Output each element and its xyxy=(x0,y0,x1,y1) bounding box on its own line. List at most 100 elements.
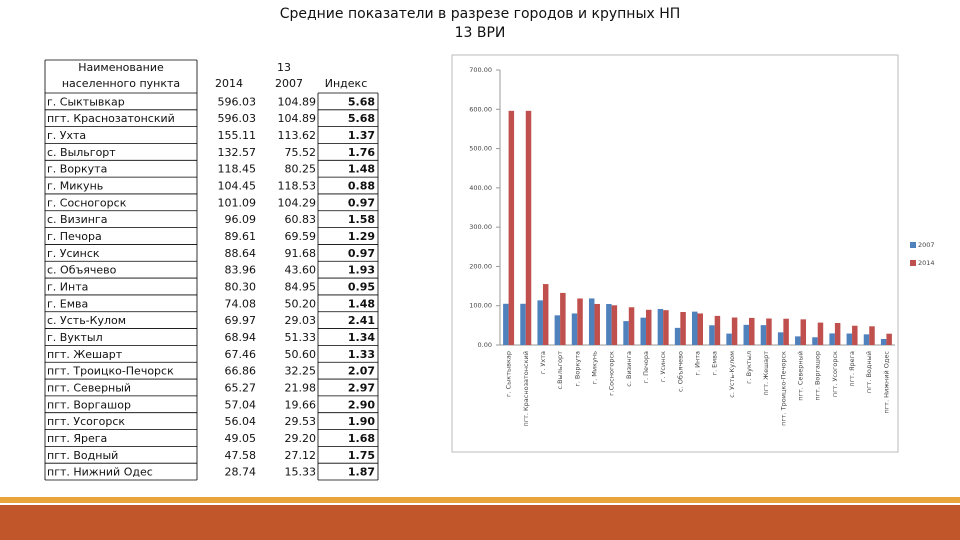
table-cell: 596.03 xyxy=(218,95,257,108)
bar xyxy=(508,110,515,345)
x-tick-label: пгт. Троицко-Печорск xyxy=(779,351,787,426)
table-cell: 0.88 xyxy=(348,180,375,193)
table-cell: 66.86 xyxy=(225,365,257,378)
bar xyxy=(777,332,784,345)
table-cell: 5.68 xyxy=(348,95,375,108)
table-cell: 56.04 xyxy=(225,415,257,428)
bar xyxy=(525,110,532,345)
table-cell: г. Усинск xyxy=(47,247,100,260)
table-cell: 50.20 xyxy=(285,297,317,310)
bar xyxy=(880,338,887,345)
bar xyxy=(863,334,870,345)
table-cell: 1.93 xyxy=(348,264,375,277)
bar xyxy=(611,305,618,345)
table-header: 2014 xyxy=(215,77,243,90)
x-tick-label: г. Ухта xyxy=(539,351,547,374)
table-cell: 1.37 xyxy=(348,129,375,142)
table-cell: 15.33 xyxy=(285,466,317,479)
x-tick-label: пгт. Северный xyxy=(797,351,805,401)
table-cell: г. Ухта xyxy=(47,129,86,142)
table-cell: 69.59 xyxy=(285,230,317,243)
bar xyxy=(571,313,578,345)
table-cell: 80.25 xyxy=(285,163,317,176)
table-cell: 27.12 xyxy=(285,449,317,462)
x-tick-label: пгт. Краснозатонский xyxy=(522,351,530,427)
bar xyxy=(829,333,835,345)
x-tick-label: пгт. Усогорск xyxy=(831,351,839,397)
table-cell: с. Визинга xyxy=(47,213,107,226)
title: Средние показатели в разрезе городов и к… xyxy=(280,6,681,22)
table-header: Наименование населенного пункта xyxy=(62,61,180,90)
table-cell: 5.68 xyxy=(348,112,375,125)
bar xyxy=(560,292,566,345)
table-cell: 113.62 xyxy=(278,129,317,142)
x-tick-label: с.Выльгорт xyxy=(556,351,564,390)
table-cell: 57.04 xyxy=(225,398,257,411)
table-cell: пгт. Нижний Одес xyxy=(47,466,153,479)
bar xyxy=(628,307,635,345)
bar xyxy=(743,324,750,345)
bar xyxy=(886,333,892,345)
table-cell: 2.07 xyxy=(348,365,375,378)
bar xyxy=(594,303,600,345)
bar xyxy=(760,325,767,345)
bar xyxy=(663,310,669,345)
x-tick-label: г. Микунь xyxy=(590,351,598,384)
table-cell: 91.68 xyxy=(285,247,317,260)
y-tick-label: 0.00 xyxy=(478,341,492,349)
y-tick-label: 100.00 xyxy=(469,302,492,310)
table-cell: пгт. Жешарт xyxy=(47,348,123,361)
table-cell: 96.09 xyxy=(225,213,257,226)
bar xyxy=(680,312,686,345)
bar xyxy=(726,333,732,345)
bar xyxy=(554,315,561,345)
table-cell: с. Объячево xyxy=(47,264,117,277)
table-cell: 132.57 xyxy=(218,146,257,159)
table-cell: 104.45 xyxy=(218,180,257,193)
table-cell: пгт. Северный xyxy=(47,381,131,394)
table-cell: 89.61 xyxy=(225,230,257,243)
table-cell: 75.52 xyxy=(285,146,317,159)
table-cell: 1.87 xyxy=(348,466,375,479)
bar xyxy=(817,322,824,345)
table-cell: 47.58 xyxy=(225,449,257,462)
x-tick-label: пгт. Воргашор xyxy=(814,351,822,401)
bar xyxy=(588,298,595,345)
bar xyxy=(795,336,801,345)
x-tick-label: с. Объячево xyxy=(676,351,684,392)
table-header: 13 xyxy=(277,61,291,74)
table-cell: 88.64 xyxy=(225,247,257,260)
bar xyxy=(577,298,583,345)
table-cell: 1.68 xyxy=(348,432,375,445)
y-tick-label: 400.00 xyxy=(469,184,492,192)
table-cell: 104.89 xyxy=(278,95,317,108)
table-cell: 49.05 xyxy=(225,432,257,445)
bar xyxy=(520,303,526,345)
table-cell: г. Сыктывкар xyxy=(47,95,125,108)
x-tick-label: г. Вуктыл xyxy=(745,351,753,384)
x-tick-label: с. Визинга xyxy=(625,351,633,387)
table-cell: 29.20 xyxy=(285,432,317,445)
table-cell: г. Воркута xyxy=(47,163,107,176)
table-cell: 51.33 xyxy=(285,331,317,344)
bar xyxy=(697,313,703,345)
bar xyxy=(766,318,772,345)
table-cell: 60.83 xyxy=(285,213,317,226)
x-tick-label: г. Инта xyxy=(694,351,702,375)
table-cell: 67.46 xyxy=(225,348,257,361)
x-tick-label: с. Усть-Кулом xyxy=(728,351,736,398)
bar xyxy=(783,318,789,345)
table-cell: 19.66 xyxy=(285,398,317,411)
footer-stripe xyxy=(0,497,960,503)
x-tick-label: г. Воркута xyxy=(573,351,581,387)
table-cell: 0.97 xyxy=(348,247,375,260)
x-tick-label: г.Сосногорск xyxy=(608,351,616,396)
table-cell: 118.45 xyxy=(218,163,257,176)
y-tick-label: 600.00 xyxy=(469,105,492,113)
table-cell: г. Емва xyxy=(47,297,88,310)
table-cell: 43.60 xyxy=(285,264,317,277)
bar xyxy=(812,337,818,345)
table-cell: 1.76 xyxy=(348,146,375,159)
